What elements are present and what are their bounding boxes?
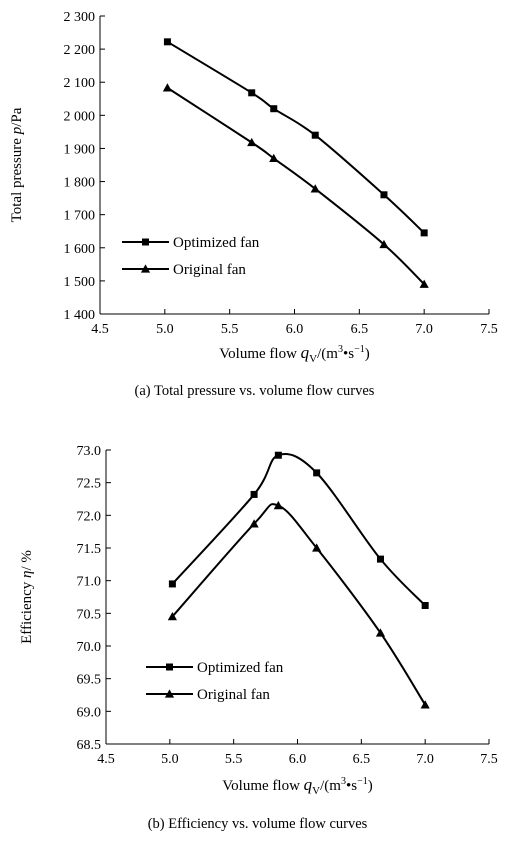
chart-b-x-tick-label: 6.5: [353, 752, 371, 767]
chart-b-data-point: [312, 543, 322, 552]
chart-b-data-point: [273, 500, 283, 510]
chart-a-data-point: [420, 229, 428, 237]
chart-b-data-point: [167, 612, 177, 621]
chart-a-series-original: [162, 83, 429, 288]
chart-a-caption: (a) Total pressure vs. volume flow curve…: [135, 383, 375, 399]
chart-b-x-axis-label: Volume flow qV/(m3•s−1): [222, 775, 372, 797]
chart-a-legend-label: Original fan: [173, 262, 246, 278]
chart-b-data-point: [250, 490, 258, 498]
chart-b-x-tick-label: 5.0: [161, 752, 179, 767]
chart-a-x-tick-label: 5.5: [221, 322, 239, 337]
chart-b-y-tick-label: 68.5: [77, 738, 102, 753]
chart-a-data-point: [379, 239, 389, 249]
chart-a-x-tick-label: 6.5: [351, 322, 369, 337]
chart-b-y-tick-label: 70.5: [77, 607, 102, 622]
chart-b-legend-marker: [166, 663, 173, 671]
chart-a-x-axis-label: Volume flow qV/(m3•s−1): [219, 343, 369, 365]
chart-a-data-point: [270, 105, 278, 113]
chart-a-y-axis-label: Total pressure p/Pa: [9, 107, 25, 222]
chart-b-y-tick-label: 69.0: [77, 705, 102, 720]
chart-b-series-original: [167, 500, 430, 709]
chart-b-data-point: [274, 451, 282, 459]
chart-a-data-point: [269, 153, 279, 163]
chart-a-y-tick-label: 1 500: [64, 275, 96, 290]
chart-a-series-optimized: [163, 38, 428, 237]
chart-a-y-tick-label: 1 600: [64, 242, 96, 257]
chart-a-y-tick-label: 2 000: [64, 109, 96, 124]
chart-a-legend-marker: [140, 264, 151, 273]
chart-a-series-line: [166, 40, 425, 234]
chart-b-legend-label: Original fan: [197, 687, 270, 703]
chart-b-series-line: [171, 453, 426, 607]
chart-b-data-point: [249, 519, 259, 528]
chart-b-x-tick-label: 4.5: [97, 752, 115, 767]
chart-b-y-axis-label: Efficiency η/ %: [19, 550, 35, 644]
chart-a-y-tick-label: 2 300: [64, 10, 96, 25]
chart-b-y-tick-label: 71.5: [77, 542, 102, 557]
chart-b-y-tick-label: 71.0: [77, 575, 102, 590]
chart-b-x-tick-label: 6.0: [289, 752, 307, 767]
chart-b-y-tick-label: 70.0: [77, 640, 102, 655]
chart-b-x-tick-label: 7.5: [480, 752, 498, 767]
chart-a-data-point: [163, 38, 171, 46]
chart-a-legend-marker: [142, 238, 149, 246]
chart-a-legend-label: Optimized fan: [173, 235, 260, 251]
chart-a-x-tick-label: 7.0: [415, 322, 433, 337]
chart-a-x-tick-label: 4.5: [91, 322, 109, 337]
chart-a-y-tick-label: 1 400: [64, 308, 96, 323]
chart-a-data-point: [419, 279, 429, 288]
chart-b-series-optimized: [168, 451, 429, 609]
chart-a-y-tick-label: 2 100: [64, 76, 96, 91]
chart-b-x-tick-label: 7.0: [416, 752, 434, 767]
chart-b-x-tick-label: 5.5: [225, 752, 243, 767]
chart-a-legend: Optimized fan Original fan: [122, 235, 260, 278]
chart-a-y-tick-label: 1 900: [64, 142, 96, 157]
chart-b-data-point: [421, 601, 429, 609]
chart-a-data-point: [248, 89, 256, 97]
chart-a-y-tick-label: 2 200: [64, 43, 96, 58]
chart-b-legend-label: Optimized fan: [197, 660, 284, 676]
chart-a-data-point: [247, 137, 257, 147]
chart-a-data-point: [311, 131, 319, 139]
chart-b-series-line: [171, 503, 427, 706]
chart-b-data-point: [375, 628, 386, 637]
chart-a-x-tick-label: 7.5: [480, 322, 498, 337]
chart-a-x-tick-label: 6.0: [286, 322, 304, 337]
chart-a-x-tick-label: 5.0: [156, 322, 174, 337]
chart-a-y-tick-label: 1 800: [64, 176, 96, 191]
chart-a-data-point: [380, 191, 388, 199]
chart-b-y-tick-label: 69.5: [77, 673, 102, 688]
chart-a-data-point: [162, 83, 173, 92]
chart-b-y-tick-label: 73.0: [77, 444, 102, 459]
chart-b-caption: (b) Efficiency vs. volume flow curves: [148, 816, 368, 832]
chart-b-y-tick-label: 72.0: [77, 509, 102, 524]
chart-b-y-tick-label: 72.5: [77, 477, 102, 492]
chart-b-data-point: [420, 700, 430, 709]
chart-a-y-tick-label: 1 700: [64, 209, 96, 224]
chart-b-data-point: [313, 469, 321, 477]
chart-b-data-point: [168, 580, 176, 588]
chart-b-legend-marker: [164, 689, 175, 698]
chart-b-data-point: [376, 555, 384, 563]
chart-a: 1 400 1 500 1 600 1 700 1 800 1 900 2 000 2 100…: [9, 10, 498, 399]
chart-b: 68.5 69.0 69.5 70.0 70.5 71.0 71.5 72.0 72.5 73.0…: [19, 444, 498, 832]
chart-a-series-line: [166, 87, 425, 285]
chart-a-data-point: [310, 184, 320, 193]
chart-b-legend: Optimized fan Original fan: [146, 660, 284, 703]
